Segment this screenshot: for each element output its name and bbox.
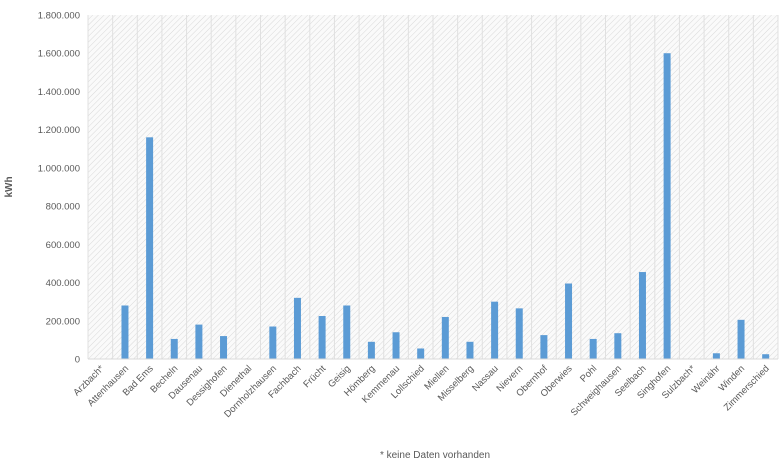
y-tick-label: 1.400.000 bbox=[38, 87, 80, 98]
x-tick-label: Frücht bbox=[301, 363, 328, 390]
footnote: * keine Daten vorhanden bbox=[380, 450, 490, 461]
bar bbox=[737, 319, 745, 359]
bar bbox=[540, 335, 548, 359]
bar bbox=[121, 305, 129, 359]
bar bbox=[170, 338, 178, 359]
y-tick-label: 1.200.000 bbox=[38, 125, 80, 136]
bar bbox=[614, 333, 622, 359]
bar bbox=[146, 137, 154, 359]
y-axis-label: kWh bbox=[4, 176, 15, 197]
bar bbox=[343, 305, 351, 359]
y-tick-label: 200.000 bbox=[46, 316, 80, 327]
bar bbox=[441, 316, 449, 359]
bar bbox=[269, 326, 277, 359]
x-tick-label: Pohl bbox=[578, 363, 599, 384]
y-tick-label: 1.600.000 bbox=[38, 49, 80, 60]
bar bbox=[565, 283, 573, 359]
bar bbox=[318, 316, 326, 359]
bar bbox=[663, 53, 671, 359]
y-tick-label: 800.000 bbox=[46, 202, 80, 213]
bar bbox=[762, 354, 770, 359]
bar bbox=[220, 336, 228, 359]
y-tick-label: 1.000.000 bbox=[38, 163, 80, 174]
bar bbox=[392, 332, 400, 359]
bar bbox=[466, 341, 474, 359]
y-tick-label: 0 bbox=[75, 355, 80, 366]
bar bbox=[589, 338, 597, 359]
bar bbox=[638, 272, 646, 359]
bar bbox=[515, 308, 523, 359]
y-tick-label: 600.000 bbox=[46, 240, 80, 251]
bar bbox=[293, 297, 301, 359]
bar bbox=[712, 353, 720, 359]
bar bbox=[195, 324, 203, 359]
y-tick-label: 1.800.000 bbox=[38, 11, 80, 22]
bar bbox=[417, 348, 425, 359]
bar bbox=[491, 301, 499, 359]
y-tick-label: 400.000 bbox=[46, 278, 80, 289]
bar bbox=[367, 341, 375, 359]
